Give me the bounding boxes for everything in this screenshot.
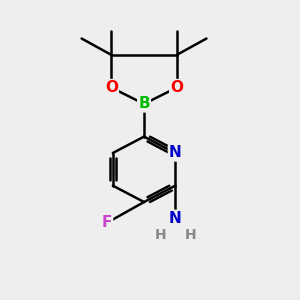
Text: B: B bbox=[138, 96, 150, 111]
Text: H: H bbox=[184, 228, 196, 242]
Text: N: N bbox=[169, 146, 182, 160]
Text: N: N bbox=[169, 211, 182, 226]
Text: O: O bbox=[105, 80, 118, 95]
Text: O: O bbox=[170, 80, 183, 95]
Text: F: F bbox=[102, 215, 112, 230]
Text: H: H bbox=[154, 228, 166, 242]
